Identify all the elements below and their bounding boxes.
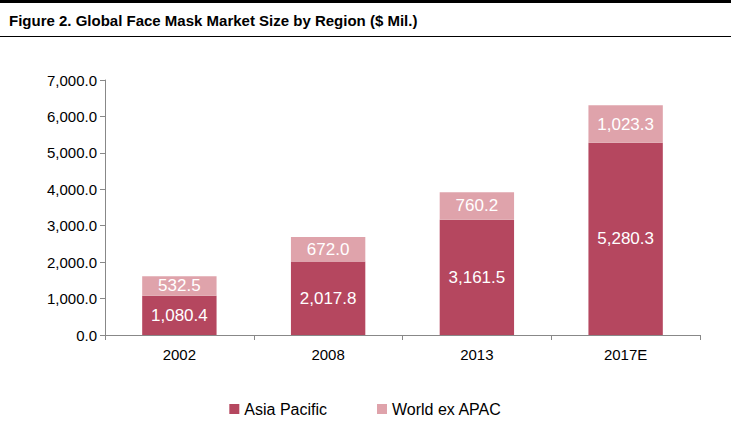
svg-text:5,000.0: 5,000.0 (47, 144, 97, 161)
svg-text:4,000.0: 4,000.0 (47, 181, 97, 198)
svg-text:3,161.5: 3,161.5 (449, 268, 506, 287)
svg-text:2013: 2013 (460, 346, 493, 363)
svg-text:2,000.0: 2,000.0 (47, 254, 97, 271)
svg-text:672.0: 672.0 (307, 240, 350, 259)
svg-text:5,280.3: 5,280.3 (597, 229, 654, 248)
svg-text:Figure 2. Global Face Mask Mar: Figure 2. Global Face Mask Market Size b… (9, 12, 417, 29)
svg-text:3,000.0: 3,000.0 (47, 217, 97, 234)
svg-text:1,023.3: 1,023.3 (597, 115, 654, 134)
svg-text:760.2: 760.2 (456, 196, 499, 215)
svg-text:532.5: 532.5 (158, 276, 201, 295)
svg-text:0.0: 0.0 (76, 327, 97, 344)
svg-text:2008: 2008 (311, 346, 344, 363)
svg-text:1,000.0: 1,000.0 (47, 290, 97, 307)
svg-text:2017E: 2017E (604, 346, 647, 363)
svg-text:2,017.8: 2,017.8 (300, 289, 357, 308)
svg-text:2002: 2002 (163, 346, 196, 363)
svg-text:7,000.0: 7,000.0 (47, 72, 97, 89)
svg-text:1,080.4: 1,080.4 (151, 306, 208, 325)
svg-text:Asia Pacific: Asia Pacific (244, 401, 327, 418)
svg-text:6,000.0: 6,000.0 (47, 108, 97, 125)
svg-text:World ex APAC: World ex APAC (392, 401, 501, 418)
